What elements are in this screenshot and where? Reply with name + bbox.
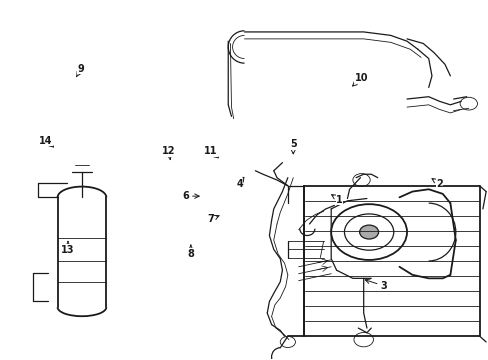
Text: 1: 1	[331, 195, 342, 205]
Text: 12: 12	[162, 146, 175, 160]
Text: 3: 3	[365, 279, 386, 291]
Text: 11: 11	[203, 146, 218, 158]
Text: 9: 9	[76, 64, 84, 77]
Text: 14: 14	[39, 136, 53, 147]
Text: 13: 13	[61, 242, 75, 255]
Circle shape	[359, 225, 378, 239]
Text: 5: 5	[289, 139, 296, 154]
Text: 7: 7	[206, 215, 219, 224]
Text: 2: 2	[431, 179, 442, 189]
Text: 10: 10	[352, 73, 367, 86]
Text: 6: 6	[182, 191, 199, 201]
Text: 8: 8	[187, 245, 194, 258]
Text: 4: 4	[236, 177, 244, 189]
